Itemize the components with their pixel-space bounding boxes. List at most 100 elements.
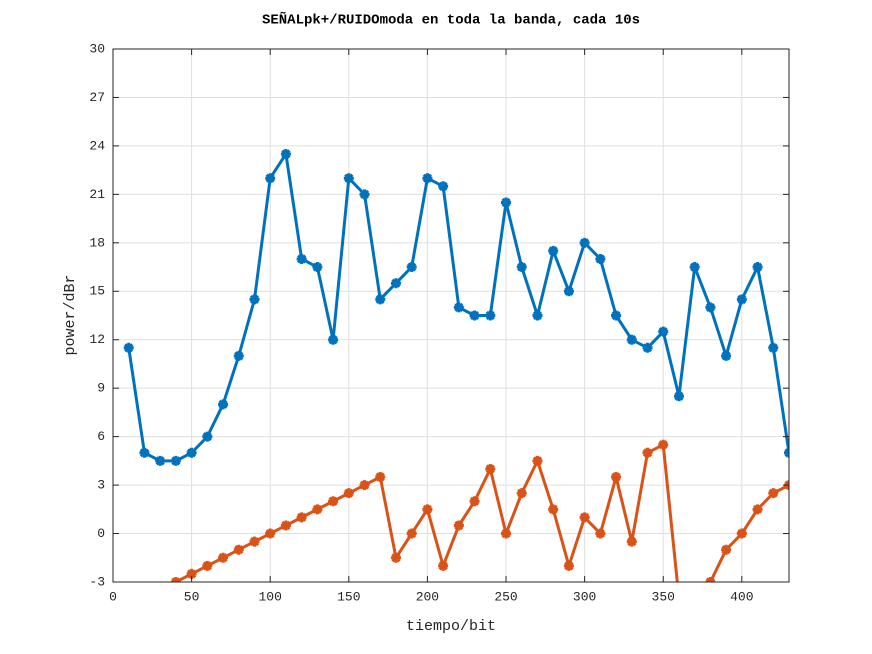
marker <box>438 181 449 192</box>
marker <box>658 439 669 450</box>
marker <box>218 552 229 563</box>
marker <box>296 512 307 523</box>
marker <box>343 488 354 499</box>
marker <box>721 544 732 555</box>
marker <box>343 173 354 184</box>
marker <box>736 528 747 539</box>
x-tick-label: 50 <box>184 589 200 604</box>
marker <box>406 528 417 539</box>
y-tick-label: -3 <box>89 574 105 589</box>
marker <box>579 237 590 248</box>
marker <box>249 536 260 547</box>
marker <box>626 334 637 345</box>
y-axis-label: power/dBr <box>62 274 79 355</box>
marker <box>579 512 590 523</box>
marker <box>359 189 370 200</box>
marker <box>532 455 543 466</box>
marker <box>501 528 512 539</box>
marker <box>375 472 386 483</box>
y-tick-label: 9 <box>97 381 105 396</box>
marker <box>390 278 401 289</box>
y-tick-label: 0 <box>97 526 105 541</box>
marker <box>642 342 653 353</box>
axes-box <box>112 48 790 583</box>
x-tick-label: 100 <box>259 589 282 604</box>
marker <box>202 431 213 442</box>
marker <box>516 262 527 273</box>
marker <box>453 302 464 313</box>
marker <box>233 350 244 361</box>
marker <box>233 544 244 555</box>
marker <box>406 262 417 273</box>
marker <box>548 245 559 256</box>
x-tick-label: 300 <box>573 589 596 604</box>
marker <box>485 310 496 321</box>
marker <box>375 294 386 305</box>
marker <box>469 310 480 321</box>
marker <box>155 455 166 466</box>
marker <box>752 504 763 515</box>
marker <box>721 350 732 361</box>
marker <box>611 310 622 321</box>
marker <box>658 326 669 337</box>
marker <box>768 488 779 499</box>
chart-title: SEÑALpk+/RUIDOmoda en toda la banda, cad… <box>262 11 640 29</box>
marker <box>752 262 763 273</box>
marker <box>218 399 229 410</box>
marker <box>249 294 260 305</box>
marker <box>673 391 684 402</box>
marker <box>501 197 512 208</box>
marker <box>312 262 323 273</box>
marker <box>563 560 574 571</box>
y-tick-label: 21 <box>89 187 105 202</box>
marker <box>186 447 197 458</box>
marker <box>280 520 291 531</box>
x-tick-label: 150 <box>337 589 360 604</box>
marker <box>595 528 606 539</box>
marker <box>296 253 307 264</box>
marker <box>202 560 213 571</box>
marker <box>422 504 433 515</box>
marker <box>265 528 276 539</box>
marker <box>611 472 622 483</box>
marker <box>674 593 684 603</box>
marker <box>422 173 433 184</box>
marker <box>642 447 653 458</box>
marker <box>453 520 464 531</box>
x-tick-label: 350 <box>652 589 675 604</box>
y-tick-label: 24 <box>89 138 105 153</box>
marker <box>186 568 197 579</box>
series-line <box>175 443 789 582</box>
marker <box>312 504 323 515</box>
marker <box>139 447 150 458</box>
x-tick-label: 0 <box>109 589 117 604</box>
marker <box>265 173 276 184</box>
y-tick-label: 12 <box>89 332 105 347</box>
x-tick-label: 250 <box>494 589 517 604</box>
marker <box>390 552 401 563</box>
y-tick-label: 15 <box>89 284 105 299</box>
marker <box>123 342 134 353</box>
marker <box>689 262 700 273</box>
plot-area <box>123 148 789 603</box>
y-tick-label: 3 <box>97 478 105 493</box>
marker <box>280 148 291 159</box>
marker <box>532 310 543 321</box>
marker <box>485 463 496 474</box>
marker <box>595 253 606 264</box>
marker <box>469 496 480 507</box>
x-axis-label: tiempo/bit <box>406 618 496 635</box>
marker <box>705 302 716 313</box>
marker <box>690 593 700 603</box>
marker <box>548 504 559 515</box>
marker <box>328 334 339 345</box>
marker <box>736 294 747 305</box>
marker <box>516 488 527 499</box>
marker <box>563 286 574 297</box>
y-tick-label: 30 <box>89 41 105 56</box>
marker <box>626 536 637 547</box>
y-tick-label: 6 <box>97 429 105 444</box>
x-tick-label: 200 <box>416 589 439 604</box>
